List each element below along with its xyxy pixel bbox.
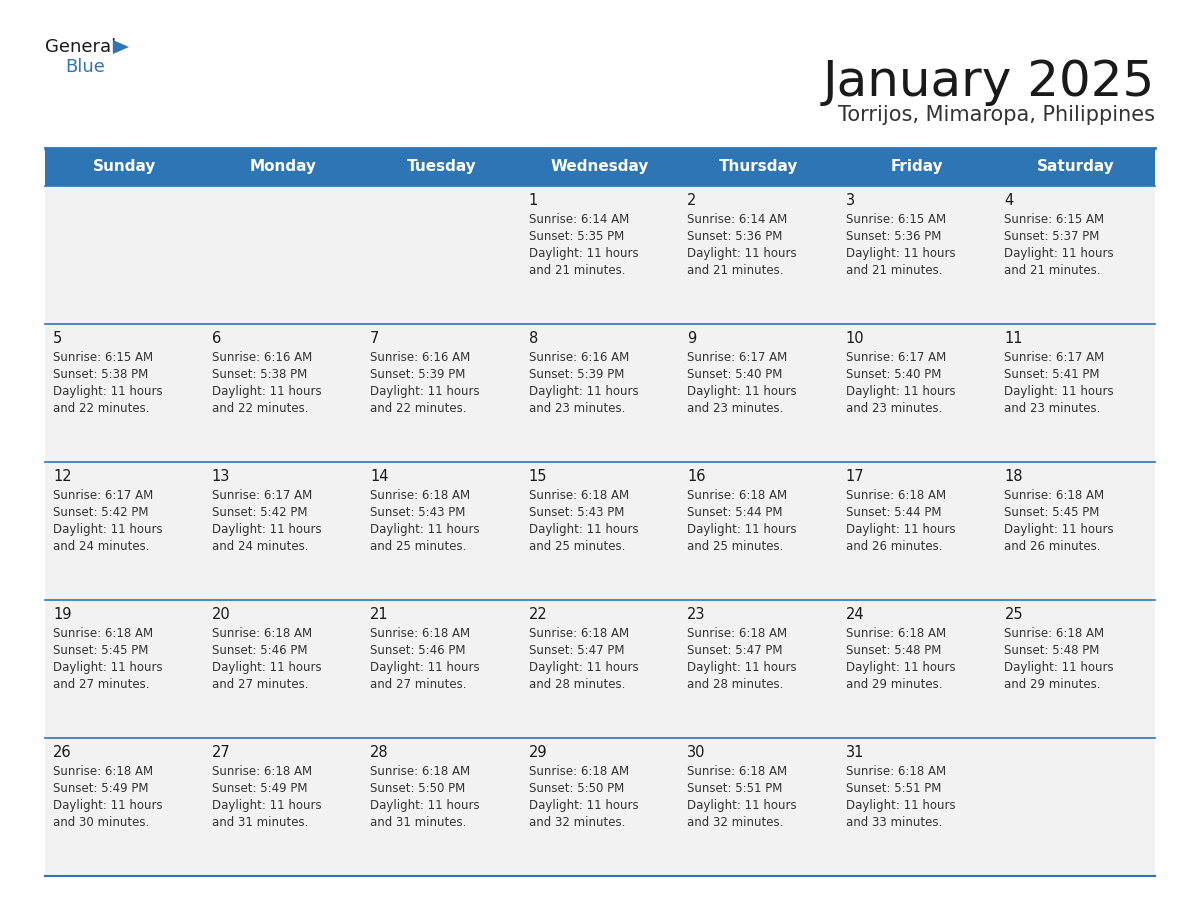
Text: Sunrise: 6:18 AM
Sunset: 5:45 PM
Daylight: 11 hours
and 27 minutes.: Sunrise: 6:18 AM Sunset: 5:45 PM Dayligh… [53,627,163,691]
Text: Sunrise: 6:15 AM
Sunset: 5:36 PM
Daylight: 11 hours
and 21 minutes.: Sunrise: 6:15 AM Sunset: 5:36 PM Dayligh… [846,213,955,277]
Text: 3: 3 [846,193,855,208]
Text: Saturday: Saturday [1037,160,1114,174]
Text: 31: 31 [846,745,864,760]
Text: 17: 17 [846,469,865,484]
Text: 20: 20 [211,607,230,622]
Text: 19: 19 [53,607,71,622]
Text: Sunrise: 6:18 AM
Sunset: 5:48 PM
Daylight: 11 hours
and 29 minutes.: Sunrise: 6:18 AM Sunset: 5:48 PM Dayligh… [846,627,955,691]
Text: Sunrise: 6:18 AM
Sunset: 5:49 PM
Daylight: 11 hours
and 30 minutes.: Sunrise: 6:18 AM Sunset: 5:49 PM Dayligh… [53,765,163,829]
Text: Sunrise: 6:18 AM
Sunset: 5:45 PM
Daylight: 11 hours
and 26 minutes.: Sunrise: 6:18 AM Sunset: 5:45 PM Dayligh… [1004,489,1114,553]
Text: Blue: Blue [65,58,105,76]
Text: Sunrise: 6:16 AM
Sunset: 5:38 PM
Daylight: 11 hours
and 22 minutes.: Sunrise: 6:16 AM Sunset: 5:38 PM Dayligh… [211,351,321,415]
Text: Sunrise: 6:18 AM
Sunset: 5:51 PM
Daylight: 11 hours
and 33 minutes.: Sunrise: 6:18 AM Sunset: 5:51 PM Dayligh… [846,765,955,829]
Text: 6: 6 [211,331,221,346]
Text: 22: 22 [529,607,548,622]
Text: Sunrise: 6:18 AM
Sunset: 5:43 PM
Daylight: 11 hours
and 25 minutes.: Sunrise: 6:18 AM Sunset: 5:43 PM Dayligh… [529,489,638,553]
Bar [45,738,1155,876]
Text: Sunrise: 6:15 AM
Sunset: 5:37 PM
Daylight: 11 hours
and 21 minutes.: Sunrise: 6:15 AM Sunset: 5:37 PM Dayligh… [1004,213,1114,277]
Text: 4: 4 [1004,193,1013,208]
Text: 13: 13 [211,469,230,484]
Text: 14: 14 [371,469,388,484]
Text: Sunrise: 6:18 AM
Sunset: 5:48 PM
Daylight: 11 hours
and 29 minutes.: Sunrise: 6:18 AM Sunset: 5:48 PM Dayligh… [1004,627,1114,691]
Text: 21: 21 [371,607,388,622]
Text: 8: 8 [529,331,538,346]
Text: Sunrise: 6:18 AM
Sunset: 5:47 PM
Daylight: 11 hours
and 28 minutes.: Sunrise: 6:18 AM Sunset: 5:47 PM Dayligh… [529,627,638,691]
Text: Sunrise: 6:14 AM
Sunset: 5:35 PM
Daylight: 11 hours
and 21 minutes.: Sunrise: 6:14 AM Sunset: 5:35 PM Dayligh… [529,213,638,277]
Text: Torrijos, Mimaropa, Philippines: Torrijos, Mimaropa, Philippines [838,105,1155,125]
Text: 30: 30 [688,745,706,760]
Text: 9: 9 [688,331,696,346]
Text: 12: 12 [53,469,71,484]
Text: 15: 15 [529,469,548,484]
Text: Sunrise: 6:16 AM
Sunset: 5:39 PM
Daylight: 11 hours
and 23 minutes.: Sunrise: 6:16 AM Sunset: 5:39 PM Dayligh… [529,351,638,415]
Text: January 2025: January 2025 [823,58,1155,106]
Text: Sunrise: 6:17 AM
Sunset: 5:40 PM
Daylight: 11 hours
and 23 minutes.: Sunrise: 6:17 AM Sunset: 5:40 PM Dayligh… [846,351,955,415]
Text: Sunrise: 6:18 AM
Sunset: 5:50 PM
Daylight: 11 hours
and 32 minutes.: Sunrise: 6:18 AM Sunset: 5:50 PM Dayligh… [529,765,638,829]
Text: Monday: Monday [249,160,316,174]
Bar [45,462,1155,600]
Text: Sunrise: 6:18 AM
Sunset: 5:46 PM
Daylight: 11 hours
and 27 minutes.: Sunrise: 6:18 AM Sunset: 5:46 PM Dayligh… [211,627,321,691]
Text: 23: 23 [688,607,706,622]
Text: Sunday: Sunday [93,160,156,174]
Bar [45,600,1155,738]
Text: Sunrise: 6:17 AM
Sunset: 5:42 PM
Daylight: 11 hours
and 24 minutes.: Sunrise: 6:17 AM Sunset: 5:42 PM Dayligh… [211,489,321,553]
Text: General: General [45,38,116,56]
Text: 28: 28 [371,745,388,760]
Text: Friday: Friday [891,160,943,174]
Text: Sunrise: 6:18 AM
Sunset: 5:44 PM
Daylight: 11 hours
and 26 minutes.: Sunrise: 6:18 AM Sunset: 5:44 PM Dayligh… [846,489,955,553]
Text: Sunrise: 6:17 AM
Sunset: 5:42 PM
Daylight: 11 hours
and 24 minutes.: Sunrise: 6:17 AM Sunset: 5:42 PM Dayligh… [53,489,163,553]
Text: Sunrise: 6:14 AM
Sunset: 5:36 PM
Daylight: 11 hours
and 21 minutes.: Sunrise: 6:14 AM Sunset: 5:36 PM Dayligh… [688,213,797,277]
Text: 7: 7 [371,331,379,346]
Text: 2: 2 [688,193,696,208]
Text: Thursday: Thursday [719,160,798,174]
Bar [45,186,1155,324]
Text: 16: 16 [688,469,706,484]
Text: Wednesday: Wednesday [551,160,649,174]
Bar [45,324,1155,462]
Bar [45,148,1155,186]
Text: Tuesday: Tuesday [406,160,476,174]
Text: Sunrise: 6:15 AM
Sunset: 5:38 PM
Daylight: 11 hours
and 22 minutes.: Sunrise: 6:15 AM Sunset: 5:38 PM Dayligh… [53,351,163,415]
Polygon shape [113,40,129,54]
Text: 1: 1 [529,193,538,208]
Text: Sunrise: 6:17 AM
Sunset: 5:41 PM
Daylight: 11 hours
and 23 minutes.: Sunrise: 6:17 AM Sunset: 5:41 PM Dayligh… [1004,351,1114,415]
Text: Sunrise: 6:18 AM
Sunset: 5:50 PM
Daylight: 11 hours
and 31 minutes.: Sunrise: 6:18 AM Sunset: 5:50 PM Dayligh… [371,765,480,829]
Text: 5: 5 [53,331,62,346]
Text: Sunrise: 6:18 AM
Sunset: 5:43 PM
Daylight: 11 hours
and 25 minutes.: Sunrise: 6:18 AM Sunset: 5:43 PM Dayligh… [371,489,480,553]
Text: Sunrise: 6:18 AM
Sunset: 5:44 PM
Daylight: 11 hours
and 25 minutes.: Sunrise: 6:18 AM Sunset: 5:44 PM Dayligh… [688,489,797,553]
Text: 24: 24 [846,607,865,622]
Text: Sunrise: 6:17 AM
Sunset: 5:40 PM
Daylight: 11 hours
and 23 minutes.: Sunrise: 6:17 AM Sunset: 5:40 PM Dayligh… [688,351,797,415]
Text: 29: 29 [529,745,548,760]
Text: 11: 11 [1004,331,1023,346]
Text: Sunrise: 6:18 AM
Sunset: 5:46 PM
Daylight: 11 hours
and 27 minutes.: Sunrise: 6:18 AM Sunset: 5:46 PM Dayligh… [371,627,480,691]
Text: Sunrise: 6:18 AM
Sunset: 5:49 PM
Daylight: 11 hours
and 31 minutes.: Sunrise: 6:18 AM Sunset: 5:49 PM Dayligh… [211,765,321,829]
Text: 18: 18 [1004,469,1023,484]
Text: 26: 26 [53,745,71,760]
Text: 10: 10 [846,331,865,346]
Text: Sunrise: 6:18 AM
Sunset: 5:47 PM
Daylight: 11 hours
and 28 minutes.: Sunrise: 6:18 AM Sunset: 5:47 PM Dayligh… [688,627,797,691]
Text: 27: 27 [211,745,230,760]
Text: Sunrise: 6:16 AM
Sunset: 5:39 PM
Daylight: 11 hours
and 22 minutes.: Sunrise: 6:16 AM Sunset: 5:39 PM Dayligh… [371,351,480,415]
Text: 25: 25 [1004,607,1023,622]
Text: Sunrise: 6:18 AM
Sunset: 5:51 PM
Daylight: 11 hours
and 32 minutes.: Sunrise: 6:18 AM Sunset: 5:51 PM Dayligh… [688,765,797,829]
